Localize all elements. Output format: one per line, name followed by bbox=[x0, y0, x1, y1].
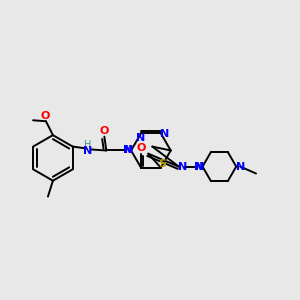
Text: N: N bbox=[124, 145, 134, 154]
Text: N: N bbox=[83, 146, 92, 157]
Text: N: N bbox=[195, 162, 204, 172]
Text: O: O bbox=[100, 126, 109, 136]
Text: O: O bbox=[136, 143, 146, 153]
Text: N: N bbox=[178, 162, 187, 172]
Text: N: N bbox=[160, 129, 170, 139]
Text: S: S bbox=[158, 159, 166, 169]
Text: N: N bbox=[136, 133, 146, 143]
Text: H: H bbox=[84, 140, 91, 150]
Text: N: N bbox=[194, 162, 203, 172]
Text: N: N bbox=[236, 162, 245, 172]
Text: N: N bbox=[122, 146, 132, 155]
Text: O: O bbox=[40, 111, 50, 121]
